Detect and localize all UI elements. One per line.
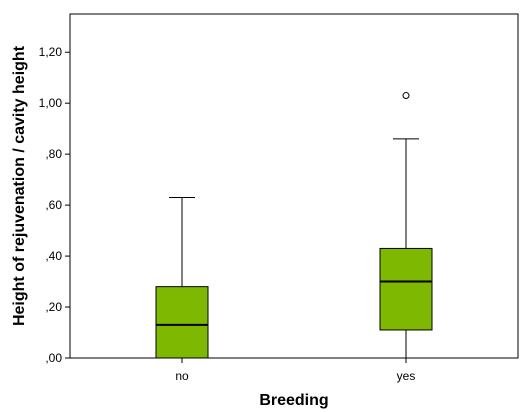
box-no: [155, 196, 209, 359]
box-yes: [379, 92, 433, 359]
y-tick-label: ,80: [45, 147, 62, 161]
y-axis-label: Height of rejuvenation / cavity height: [11, 45, 28, 326]
y-tick-label: ,20: [45, 300, 62, 314]
y-axis-ticks: ,00 ,20 ,40 ,60 ,80 1,00 1,20: [39, 45, 70, 365]
x-axis-label: Breeding: [259, 392, 328, 409]
box-iqr: [379, 247, 433, 331]
x-tick-label: yes: [397, 369, 416, 383]
outlier-point: [402, 92, 410, 100]
y-tick-label: 1,20: [39, 45, 63, 59]
x-tick-label: no: [175, 369, 189, 383]
x-axis-ticks: no yes: [175, 358, 415, 383]
box-iqr: [155, 286, 209, 359]
plot-area: [69, 13, 519, 359]
y-tick-label: ,60: [45, 198, 62, 212]
box-series: [155, 92, 433, 359]
y-tick-label: ,40: [45, 249, 62, 263]
y-tick-label: ,00: [45, 351, 62, 365]
y-tick-label: 1,00: [39, 96, 63, 110]
plot-frame: [69, 13, 519, 359]
